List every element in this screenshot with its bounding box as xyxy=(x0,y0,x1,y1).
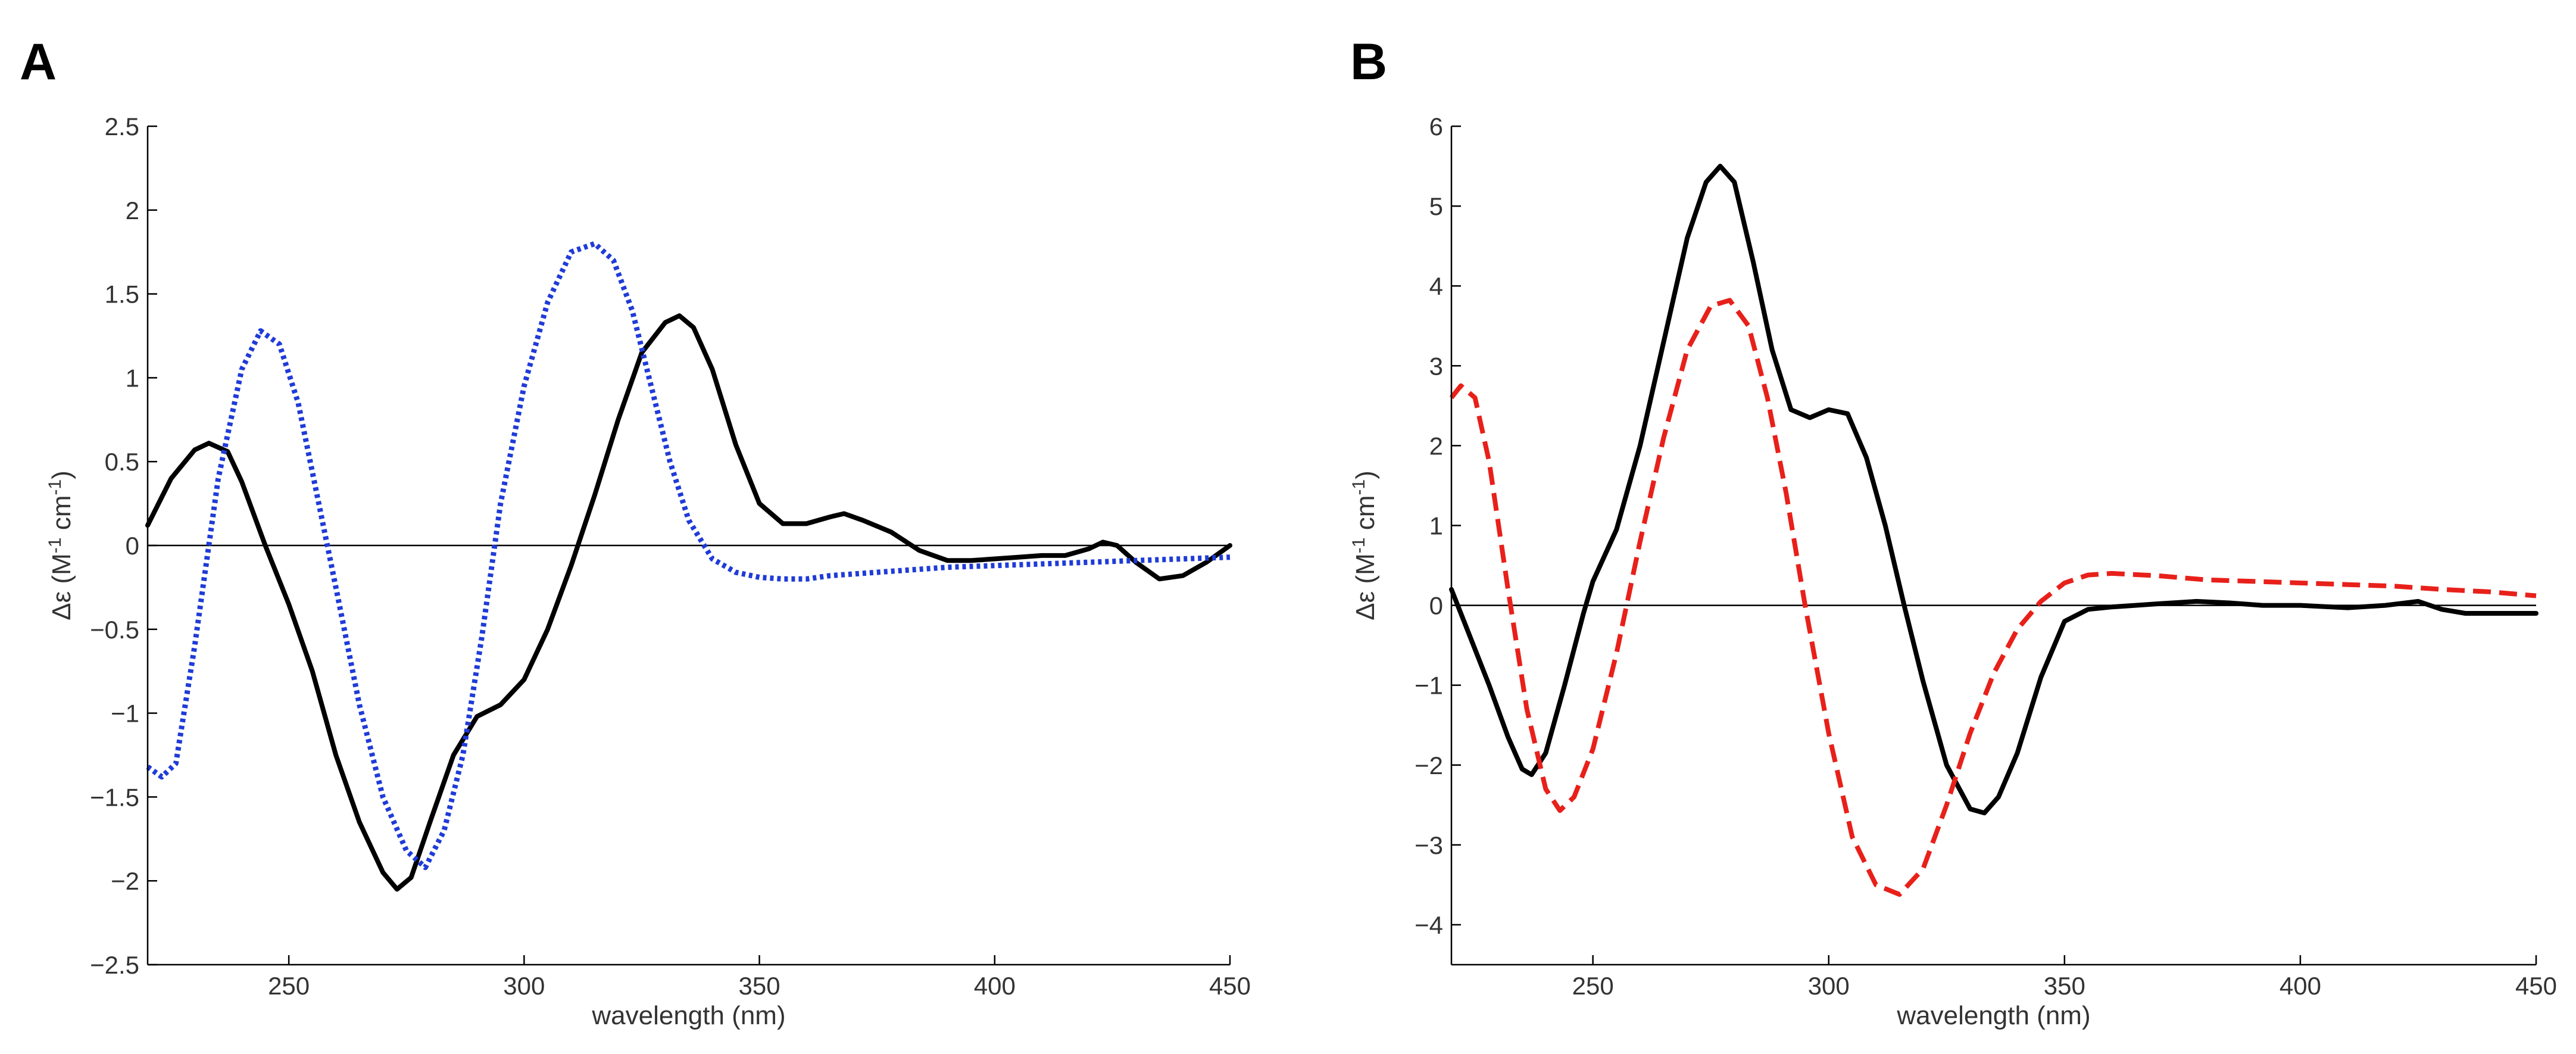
x-axis-label: wavelength (nm) xyxy=(1896,1001,2090,1030)
series-line-experimental xyxy=(1449,164,2538,816)
y-tick-label: 4 xyxy=(1429,272,1443,300)
y-axis-label-superscript: -1 xyxy=(1349,538,1369,554)
y-axis-label-text: Δε (M xyxy=(1351,553,1380,620)
x-axis-label: wavelength (nm) xyxy=(591,1001,785,1030)
panel-label-b: B xyxy=(1350,33,1388,91)
y-tick-label: 0 xyxy=(126,532,139,560)
y-axis-label-text: cm xyxy=(47,495,76,538)
y-tick-label: −1 xyxy=(1415,672,1443,700)
y-tick-label: 3 xyxy=(1429,352,1443,380)
y-tick-label: 2 xyxy=(126,197,139,224)
series-line-calculated xyxy=(146,241,1231,871)
x-tick-label: 300 xyxy=(503,972,545,1000)
series-line-experimental xyxy=(145,313,1232,892)
y-tick-label: −3 xyxy=(1415,831,1443,859)
y-tick-label: −1 xyxy=(111,700,139,728)
y-axis-label-superscript: -1 xyxy=(1349,479,1369,495)
y-tick-label: 2 xyxy=(1429,432,1443,460)
y-tick-label: −0.5 xyxy=(90,616,139,644)
y-axis-label-text: Δε (M xyxy=(47,553,76,620)
x-tick-label: 250 xyxy=(1572,972,1614,1000)
y-axis-label: Δε (M-1 cm-1) xyxy=(45,470,77,620)
x-tick-label: 450 xyxy=(1209,972,1251,1000)
y-axis-label-superscript: -1 xyxy=(45,479,65,495)
y-tick-label: 0.5 xyxy=(105,448,139,476)
y-tick-label: 1 xyxy=(1429,512,1443,540)
y-axis-label: Δε (M-1 cm-1) xyxy=(1349,470,1381,620)
y-axis-label-text: ) xyxy=(47,470,76,479)
y-tick-label: −2.5 xyxy=(90,951,139,979)
y-axis-label-text: cm xyxy=(1351,495,1380,538)
y-axis-label-superscript: -1 xyxy=(45,538,65,554)
y-tick-label: 2.5 xyxy=(105,113,139,141)
y-tick-label: −2 xyxy=(1415,751,1443,779)
chart-panel-b: −4 −3 −2 −1 0 1 2 3 4 5 6 250 300 350 400 450 wavelength… xyxy=(1349,113,2558,1030)
x-tick-label: 350 xyxy=(739,972,780,1000)
y-tick-label: 5 xyxy=(1429,192,1443,220)
y-tick-label: 0 xyxy=(1429,592,1443,620)
series-line-calculated xyxy=(1449,298,2537,897)
x-tick-label: 300 xyxy=(1808,972,1850,1000)
y-axis-label-text: ) xyxy=(1351,470,1380,479)
y-tick-label: −2 xyxy=(111,867,139,895)
y-tick-label: 1 xyxy=(126,364,139,392)
y-tick-label: 6 xyxy=(1429,113,1443,141)
x-tick-label: 400 xyxy=(2280,972,2321,1000)
y-tick-label: −4 xyxy=(1415,911,1443,939)
x-tick-label: 450 xyxy=(2515,972,2557,1000)
chart-panel-a: −2.5 −2 −1.5 −1 −0.5 0 0.5 1 1.5 2 2.5 250 300 350 400… xyxy=(45,113,1251,1030)
y-tick-label: −1.5 xyxy=(90,783,139,811)
y-tick-label: 1.5 xyxy=(105,280,139,308)
x-tick-label: 250 xyxy=(268,972,310,1000)
panel-label-a: A xyxy=(20,33,57,91)
x-tick-label: 350 xyxy=(2044,972,2085,1000)
x-tick-label: 400 xyxy=(974,972,1016,1000)
